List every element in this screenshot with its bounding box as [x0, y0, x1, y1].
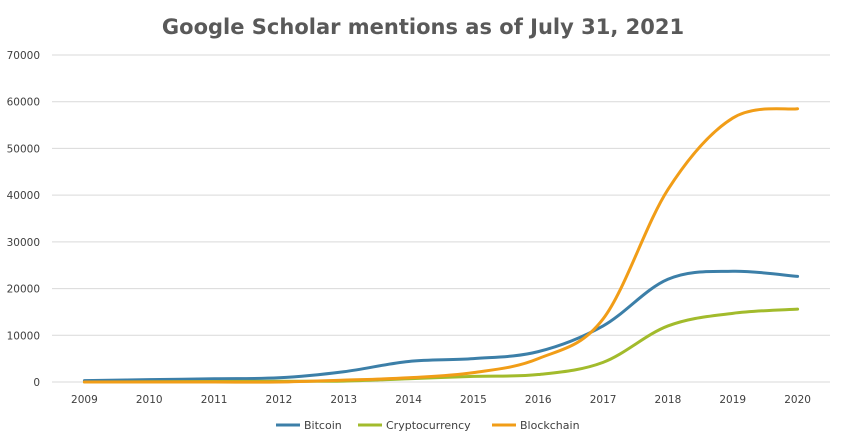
- x-tick-label: 2015: [460, 394, 487, 406]
- x-tick-label: 2019: [719, 394, 746, 406]
- x-tick-label: 2020: [784, 394, 811, 406]
- y-tick-label: 60000: [7, 97, 40, 109]
- series-line-cryptocurrency: [82, 307, 800, 384]
- series-line-bitcoin: [82, 269, 800, 383]
- legend-label-bitcoin: Bitcoin: [304, 419, 342, 432]
- x-tick-label: 2010: [136, 394, 163, 406]
- legend-label-cryptocurrency: Cryptocurrency: [386, 419, 471, 432]
- x-tick-label: 2012: [266, 394, 293, 406]
- y-tick-label: 50000: [7, 143, 40, 155]
- y-tick-label: 70000: [7, 50, 40, 62]
- legend: Bitcoin Cryptocurrency Blockchain: [276, 419, 580, 432]
- gridlines: [52, 54, 830, 383]
- y-tick-label: 10000: [7, 330, 40, 342]
- legend-label-blockchain: Blockchain: [520, 419, 580, 432]
- y-axis-ticks: 0 10000 20000 30000 40000 50000 60000 70000: [7, 50, 40, 389]
- x-tick-label: 2016: [525, 394, 552, 406]
- y-tick-label: 20000: [7, 284, 40, 296]
- x-tick-label: 2018: [655, 394, 682, 406]
- x-tick-label: 2011: [201, 394, 228, 406]
- x-tick-label: 2014: [395, 394, 422, 406]
- series-line-blockchain: [82, 107, 800, 384]
- chart-title: Google Scholar mentions as of July 31, 2…: [162, 15, 684, 39]
- x-tick-label: 2017: [590, 394, 617, 406]
- series-lines: [82, 107, 800, 384]
- x-tick-label: 2013: [330, 394, 357, 406]
- y-tick-label: 40000: [7, 190, 40, 202]
- x-tick-label: 2009: [71, 394, 98, 406]
- y-tick-label: 30000: [7, 237, 40, 249]
- x-axis-ticks: 2009 2010 2011 2012 2013 2014 2015 2016 2017 2018…: [71, 394, 811, 406]
- y-tick-label: 0: [33, 377, 40, 389]
